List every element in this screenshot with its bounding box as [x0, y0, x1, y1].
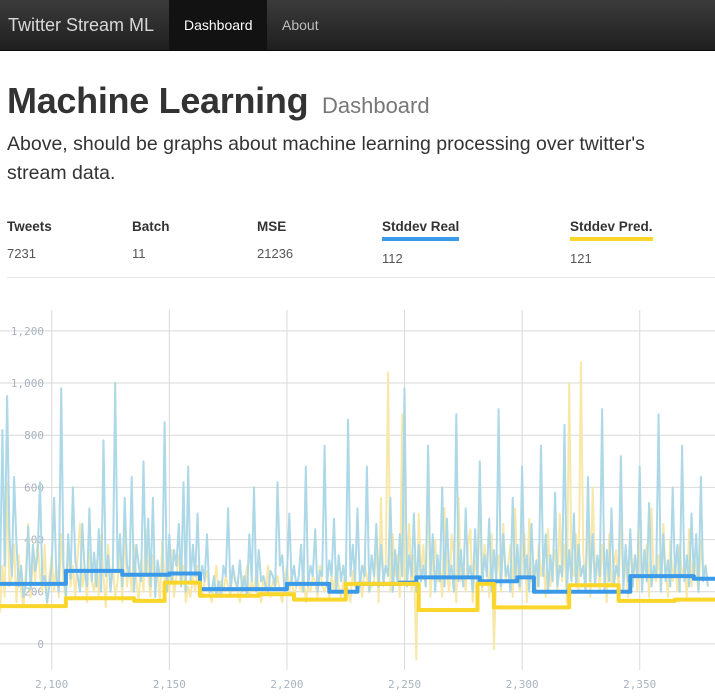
real-values-line: [0, 382, 709, 604]
stat-stddev-pred: Stddev Pred. 121: [570, 218, 653, 266]
page-title-text: Machine Learning: [7, 80, 309, 121]
y-tick-label: 800: [24, 429, 44, 442]
page-subtitle: Dashboard: [321, 93, 430, 118]
y-tick-label: 200: [24, 586, 44, 599]
predicted-values-line: [0, 361, 709, 661]
stat-label: Batch: [132, 219, 170, 234]
stat-value: 112: [382, 251, 403, 266]
stat-tweets: Tweets 7231: [7, 218, 52, 261]
page-title: Machine Learning Dashboard: [7, 80, 430, 122]
x-tick-label: 2,200: [270, 678, 303, 691]
stat-batch: Batch 11: [132, 218, 170, 261]
stat-label: MSE: [257, 219, 287, 234]
x-tick-label: 2,300: [506, 678, 539, 691]
navbar: Twitter Stream ML Dashboard About: [0, 0, 715, 51]
stat-value: 11: [132, 246, 146, 261]
stat-label: Stddev Pred.: [570, 219, 653, 241]
nav-item-about[interactable]: About: [282, 17, 319, 33]
stat-value: 21236: [257, 246, 294, 261]
y-tick-label: 1,000: [11, 377, 44, 390]
stat-label: Stddev Real: [382, 219, 460, 241]
x-tick-label: 2,150: [153, 678, 186, 691]
y-tick-label: 0: [37, 638, 44, 651]
divider: [7, 277, 715, 278]
stddev-pred-line: [0, 580, 715, 612]
y-tick-label: 1,200: [11, 325, 44, 338]
stat-stddev-real: Stddev Real 112: [382, 218, 460, 266]
x-tick-label: 2,350: [623, 678, 656, 691]
stat-mse: MSE 21236: [257, 218, 293, 261]
x-tick-label: 2,100: [35, 678, 68, 691]
stat-value: 7231: [7, 246, 36, 261]
stat-label: Tweets: [7, 219, 52, 234]
stat-value: 121: [570, 251, 592, 266]
x-tick-label: 2,250: [388, 678, 421, 691]
brand-link[interactable]: Twitter Stream ML: [8, 15, 155, 35]
nav-item-dashboard[interactable]: Dashboard: [169, 0, 267, 50]
lead-text: Above, should be graphs about machine le…: [7, 133, 645, 184]
